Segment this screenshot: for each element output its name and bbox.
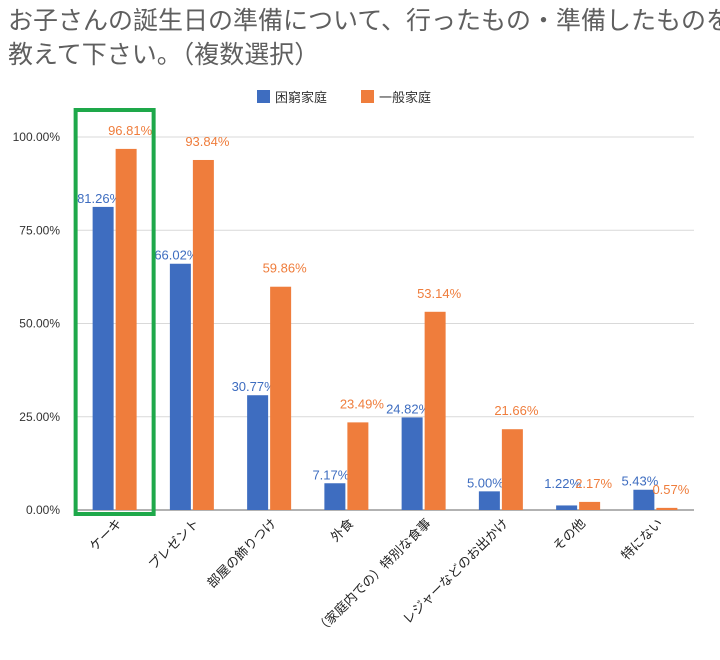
- bar-一般家庭-レジャーなどのお出かけ: [501, 429, 523, 510]
- bar-困窮家庭--家庭内での-特別な食事: [401, 417, 423, 510]
- y-tick-label: 75.00%: [19, 223, 60, 237]
- data-label: 24.82%: [386, 401, 431, 416]
- bar-一般家庭-部屋の飾りつけ: [270, 286, 292, 510]
- legend-label-2: 一般家庭: [379, 90, 431, 106]
- x-category-label: 特にない: [619, 516, 666, 563]
- bar-困窮家庭-特にない: [633, 489, 655, 510]
- bar-一般家庭-プレゼント: [192, 159, 214, 510]
- data-label: 21.66%: [494, 403, 539, 418]
- legend-swatch-2: [361, 90, 374, 103]
- bar-一般家庭--家庭内での-特別な食事: [424, 311, 446, 510]
- highlight-box: [73, 108, 156, 516]
- bar-困窮家庭-外食: [324, 483, 346, 510]
- y-tick-label: 0.00%: [26, 503, 60, 517]
- bar-一般家庭-外食: [347, 422, 369, 510]
- y-tick-label: 50.00%: [19, 317, 60, 331]
- bar-困窮家庭-その他: [556, 505, 578, 510]
- y-tick-label: 25.00%: [19, 410, 60, 424]
- x-category-label: ケーキ: [87, 516, 125, 554]
- data-label: 7.17%: [312, 467, 349, 482]
- data-label: 5.43%: [621, 474, 658, 489]
- data-label: 2.17%: [575, 476, 612, 491]
- x-category-label: 部屋の飾りつけ: [205, 516, 280, 591]
- data-label: 0.57%: [652, 482, 689, 497]
- chart-title-line-1: お子さんの誕生日の準備について、行ったもの・準備したものを: [8, 6, 720, 35]
- data-label: 81.26%: [77, 191, 122, 206]
- data-label: 23.49%: [340, 396, 385, 411]
- x-category-label: プレゼント: [146, 516, 203, 573]
- bar-困窮家庭-部屋の飾りつけ: [247, 395, 269, 510]
- bar-困窮家庭-レジャーなどのお出かけ: [478, 491, 500, 510]
- data-label: 59.86%: [263, 261, 308, 276]
- bar-一般家庭-その他: [579, 501, 601, 510]
- legend-label-1: 困窮家庭: [275, 90, 327, 106]
- data-label: 96.81%: [108, 123, 153, 138]
- chart-title-line-2: 教えて下さい。（複数選択）: [8, 40, 320, 69]
- data-label: 93.84%: [185, 134, 230, 149]
- y-tick-label: 100.00%: [13, 130, 61, 144]
- data-label: 5.00%: [467, 475, 504, 490]
- bar-一般家庭-特にない: [656, 507, 678, 510]
- data-label: 66.02%: [154, 248, 199, 263]
- data-label: 1.22%: [544, 476, 581, 491]
- x-category-label: その他: [551, 516, 589, 554]
- data-label: 53.14%: [417, 286, 462, 301]
- bar-困窮家庭-ケーキ: [92, 206, 114, 510]
- bar-困窮家庭-プレゼント: [169, 263, 191, 510]
- chart-title: お子さんの誕生日の準備について、行ったもの・準備したものを 教えて下さい。（複数…: [8, 4, 720, 72]
- legend-swatch-1: [257, 90, 270, 103]
- bar-一般家庭-ケーキ: [115, 148, 137, 511]
- x-category-label: 外食: [327, 516, 357, 546]
- data-label: 30.77%: [232, 379, 277, 394]
